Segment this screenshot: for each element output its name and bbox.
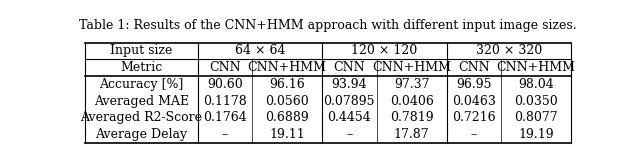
Text: 19.11: 19.11 bbox=[269, 128, 305, 141]
Text: CNN+HMM: CNN+HMM bbox=[372, 61, 451, 74]
Text: CNN: CNN bbox=[333, 61, 365, 74]
Text: 320 × 320: 320 × 320 bbox=[476, 44, 542, 57]
Text: Average Delay: Average Delay bbox=[95, 128, 188, 141]
Text: Table 1: Results of the CNN+HMM approach with different input image sizes.: Table 1: Results of the CNN+HMM approach… bbox=[79, 19, 577, 32]
Text: 0.1764: 0.1764 bbox=[203, 111, 247, 124]
Text: 0.8077: 0.8077 bbox=[515, 111, 558, 124]
Text: 0.0406: 0.0406 bbox=[390, 95, 433, 108]
Text: 0.6889: 0.6889 bbox=[265, 111, 309, 124]
Text: 96.16: 96.16 bbox=[269, 78, 305, 91]
Text: CNN: CNN bbox=[458, 61, 490, 74]
Text: –: – bbox=[221, 128, 228, 141]
Text: CNN+HMM: CNN+HMM bbox=[248, 61, 326, 74]
Text: 0.0350: 0.0350 bbox=[514, 95, 558, 108]
Text: 97.37: 97.37 bbox=[394, 78, 429, 91]
Text: 0.7819: 0.7819 bbox=[390, 111, 433, 124]
Text: Averaged R2-Score: Averaged R2-Score bbox=[80, 111, 202, 124]
Text: –: – bbox=[470, 128, 477, 141]
Text: 120 × 120: 120 × 120 bbox=[351, 44, 417, 57]
Text: 64 × 64: 64 × 64 bbox=[235, 44, 285, 57]
Text: CNN: CNN bbox=[209, 61, 241, 74]
Text: 17.87: 17.87 bbox=[394, 128, 429, 141]
Text: 0.0560: 0.0560 bbox=[265, 95, 309, 108]
Text: 0.0463: 0.0463 bbox=[452, 95, 496, 108]
Text: –: – bbox=[346, 128, 353, 141]
Text: 90.60: 90.60 bbox=[207, 78, 243, 91]
Text: 96.95: 96.95 bbox=[456, 78, 492, 91]
Text: 0.4454: 0.4454 bbox=[328, 111, 371, 124]
Text: 0.07895: 0.07895 bbox=[324, 95, 375, 108]
Text: CNN+HMM: CNN+HMM bbox=[497, 61, 575, 74]
Text: 0.1178: 0.1178 bbox=[203, 95, 247, 108]
Text: 19.19: 19.19 bbox=[518, 128, 554, 141]
Text: Averaged MAE: Averaged MAE bbox=[93, 95, 189, 108]
Text: Input size: Input size bbox=[110, 44, 172, 57]
Text: 93.94: 93.94 bbox=[332, 78, 367, 91]
Text: Metric: Metric bbox=[120, 61, 163, 74]
Text: 98.04: 98.04 bbox=[518, 78, 554, 91]
Text: Accuracy [%]: Accuracy [%] bbox=[99, 78, 184, 91]
Text: 0.7216: 0.7216 bbox=[452, 111, 495, 124]
